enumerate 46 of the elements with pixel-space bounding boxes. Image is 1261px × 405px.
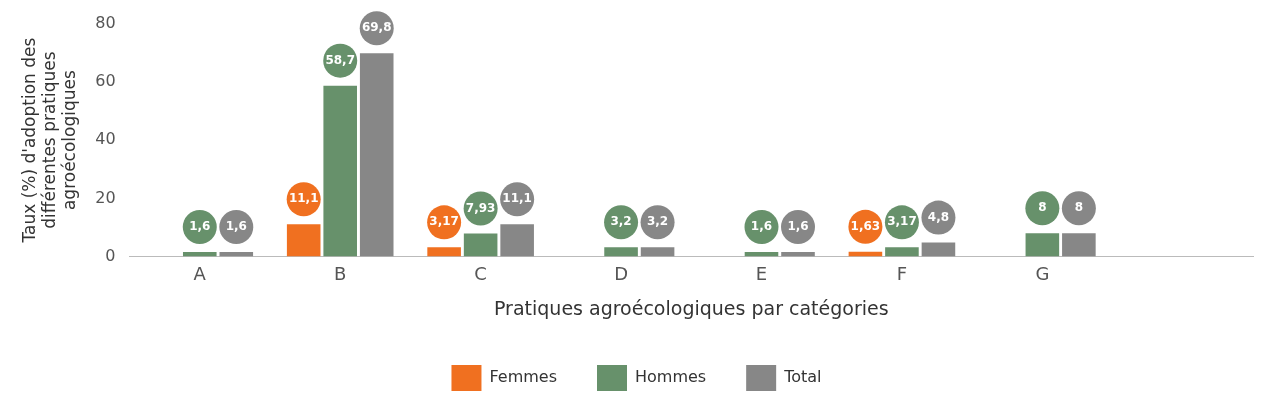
data-label: 8 bbox=[1074, 200, 1084, 215]
bar bbox=[921, 242, 956, 257]
x-tick-label: B bbox=[334, 263, 347, 285]
data-label: 8 bbox=[1038, 200, 1047, 215]
y-tick-label: 40 bbox=[95, 129, 116, 149]
bar bbox=[427, 247, 461, 257]
bar bbox=[885, 247, 919, 257]
x-tick-label: C bbox=[474, 263, 487, 285]
bar bbox=[500, 224, 534, 257]
y-tick-label: 80 bbox=[95, 12, 116, 32]
data-label: 1,6 bbox=[787, 219, 809, 234]
y-tick-label: 60 bbox=[95, 71, 116, 91]
bar bbox=[286, 224, 321, 257]
data-label: 3,2 bbox=[610, 214, 632, 229]
x-axis-title: Pratiques agroécologiques par catégories bbox=[493, 296, 889, 319]
data-label: 1,6 bbox=[225, 219, 247, 234]
bar bbox=[359, 53, 394, 257]
data-label: 11,1 bbox=[502, 191, 532, 206]
x-tick-label: E bbox=[755, 263, 768, 285]
data-label: 58,7 bbox=[325, 52, 356, 67]
data-label: 11,1 bbox=[288, 191, 319, 206]
x-tick-label: A bbox=[193, 263, 207, 285]
bar bbox=[323, 85, 357, 257]
data-label: 3,2 bbox=[646, 214, 669, 229]
data-label: 3,17 bbox=[429, 214, 459, 229]
legend-label: Total bbox=[783, 367, 822, 387]
y-axis-title: Taux (%) d'adoption des différentes pratiques agroécologiques bbox=[18, 37, 80, 244]
data-label: 1,63 bbox=[850, 218, 881, 233]
bar bbox=[1062, 233, 1096, 257]
data-label: 69,8 bbox=[361, 20, 392, 35]
legend-label: Hommes bbox=[634, 367, 707, 387]
data-label: 1,6 bbox=[189, 219, 211, 234]
bar bbox=[640, 247, 675, 257]
data-label: 7,93 bbox=[465, 200, 496, 215]
legend-label: Femmes bbox=[489, 367, 557, 387]
data-label: 1,6 bbox=[750, 219, 773, 234]
bar bbox=[1025, 233, 1060, 257]
y-tick-label: 20 bbox=[95, 187, 116, 207]
x-tick-label: G bbox=[1035, 263, 1050, 285]
bar bbox=[463, 233, 498, 257]
data-label: 4,8 bbox=[927, 209, 950, 224]
y-tick-label: 0 bbox=[105, 245, 116, 265]
data-label: 3,17 bbox=[887, 214, 917, 229]
x-tick-label: D bbox=[614, 263, 628, 285]
x-tick-label: F bbox=[896, 263, 908, 285]
bar bbox=[604, 247, 638, 257]
